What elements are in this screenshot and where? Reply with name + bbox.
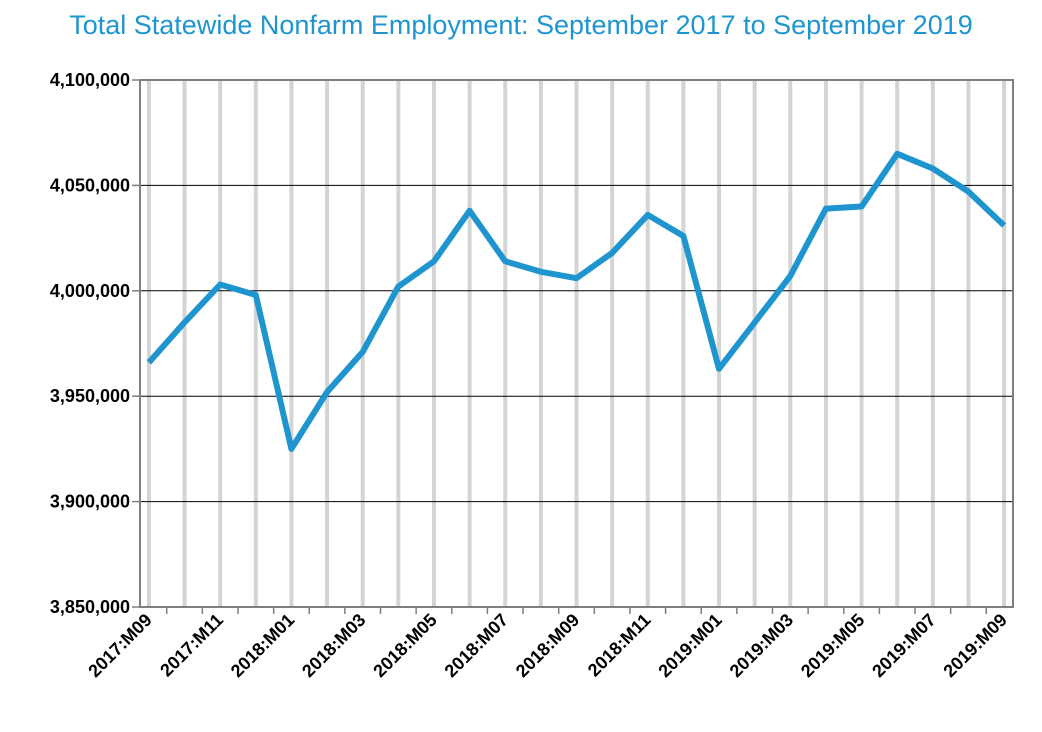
x-axis-tick-labels: 2017:M09 2017:M11 2018:M01 2018:M03 2018:M05… (84, 610, 1011, 681)
y-axis-tick-label: 3,950,000 (50, 386, 130, 406)
x-axis-tick-label: 2018:M01 (227, 610, 298, 681)
x-axis-tick-label: 2018:M05 (369, 610, 440, 681)
x-axis-tick-label: 2019:M05 (797, 610, 868, 681)
series-layer (146, 150, 1007, 452)
y-axis-tick-label: 4,000,000 (50, 281, 130, 301)
x-axis-tick-label: 2019:M07 (868, 610, 939, 681)
x-axis-tick-label: 2018:M03 (298, 610, 369, 681)
plot-frame (132, 79, 1014, 614)
y-axis-tick-label: 3,850,000 (50, 597, 130, 617)
y-axis-tick-label: 3,900,000 (50, 492, 130, 512)
x-axis-tick-label: 2017:M09 (84, 610, 155, 681)
vertical-gridlines (146, 80, 1007, 607)
y-axis-tick-label: 4,100,000 (50, 70, 130, 90)
x-axis-tick-label: 2018:M07 (441, 610, 512, 681)
y-axis-tick-labels: 3,850,000 3,900,000 3,950,000 4,000,000 4,05… (50, 70, 130, 617)
plot-border (139, 79, 1014, 608)
y-axis-tick-label: 4,050,000 (50, 175, 130, 195)
x-axis-tick-label: 2017:M11 (156, 610, 227, 681)
x-axis-tick-label: 2018:M09 (512, 610, 583, 681)
x-axis-tick-label: 2019:M09 (939, 610, 1010, 681)
x-axis-tick-label: 2019:M01 (654, 610, 725, 681)
x-axis-tick-label: 2019:M03 (726, 610, 797, 681)
x-axis-tick-label: 2018:M11 (584, 610, 655, 681)
chart-title: Total Statewide Nonfarm Employment: Sept… (69, 10, 973, 40)
